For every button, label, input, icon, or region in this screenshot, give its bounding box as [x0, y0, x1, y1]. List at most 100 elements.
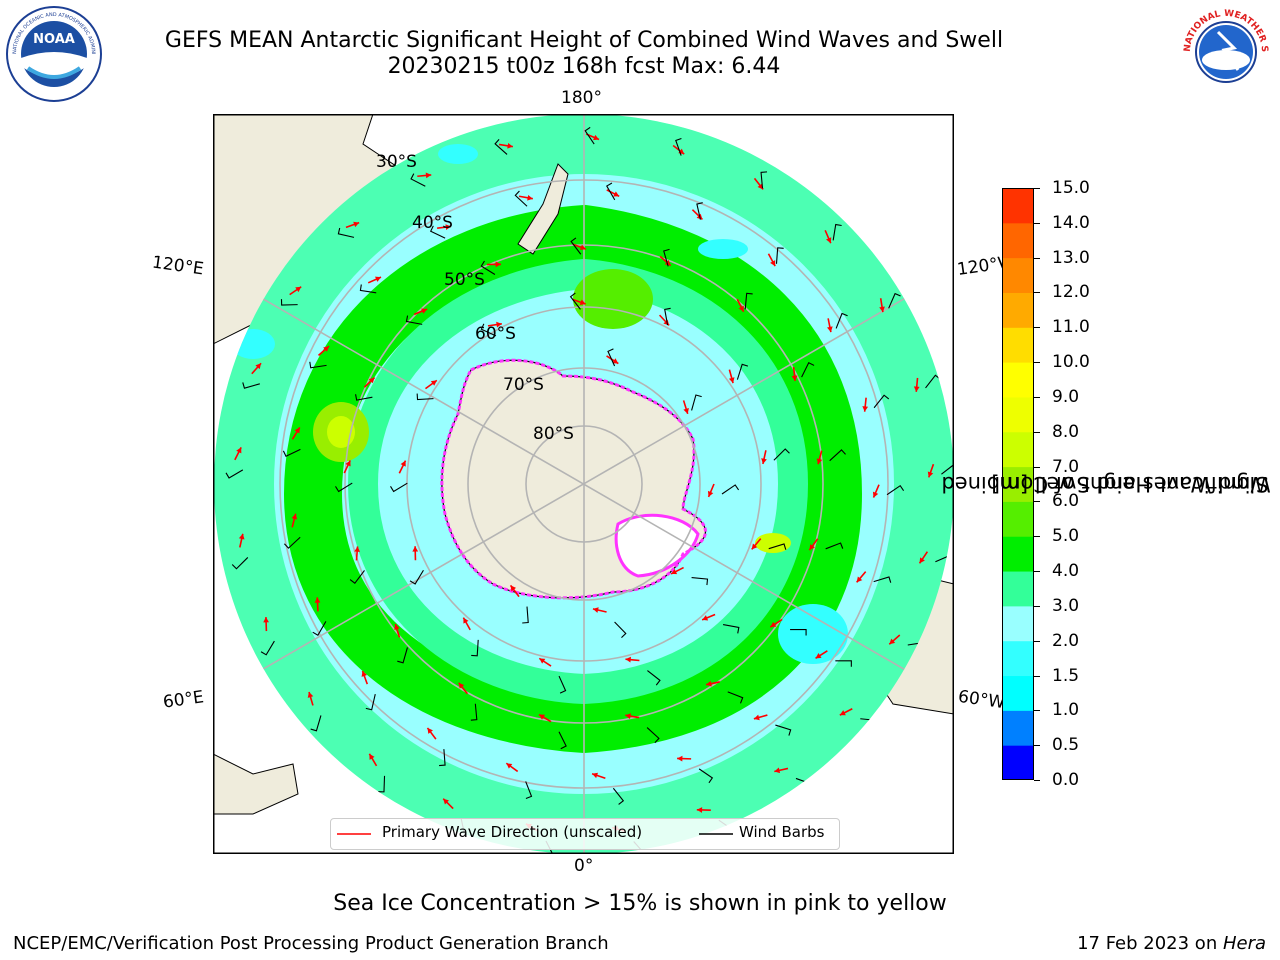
wind-barb	[760, 171, 768, 189]
wind-barb	[606, 182, 616, 201]
lat-label-80s: 80°S	[533, 424, 574, 444]
colorbar-tick-label: 2.0	[1052, 630, 1080, 651]
wind-barb	[696, 202, 703, 220]
wind-barb	[721, 484, 740, 495]
footer-machine: Hera	[1222, 933, 1266, 954]
colorbar-tick-label: 15.0	[1052, 178, 1090, 198]
lon-label-60e: 60°E	[161, 687, 206, 713]
colorbar-segment	[1002, 292, 1034, 328]
wind-barb	[282, 448, 301, 457]
wind-barb	[410, 173, 426, 187]
wind-barb	[691, 394, 702, 411]
lon-label-120e: 120°E	[150, 252, 205, 280]
colorbar-tick-label: 13.0	[1052, 247, 1090, 268]
wind-barb	[569, 292, 581, 310]
map-title: GEFS MEAN Antarctic Significant Height o…	[164, 28, 1004, 53]
wind-barb	[768, 543, 787, 550]
polar-map	[213, 114, 954, 854]
colorbar-tick-label: 7.0	[1052, 456, 1080, 477]
colorbar-segment	[1002, 640, 1034, 677]
wind-barb	[698, 768, 714, 784]
colorbar-tick-label: 5.0	[1052, 526, 1080, 547]
colorbar-tick-label: 1.5	[1052, 665, 1080, 686]
wind-barb	[405, 315, 423, 325]
colorbar-tick-label: 0.5	[1052, 735, 1080, 756]
wind-barb	[773, 448, 790, 461]
wind-barb	[675, 137, 682, 156]
wind-barb	[283, 536, 301, 549]
colorbar-segment	[1002, 745, 1034, 781]
wind-barb	[390, 482, 408, 493]
wind-barb	[664, 307, 671, 326]
wind-barb	[570, 237, 582, 255]
wind-barb	[335, 482, 353, 493]
wind-barb	[835, 660, 852, 667]
wind-barb	[727, 691, 744, 704]
wind-barb	[736, 363, 749, 380]
colorbar-segment	[1002, 710, 1034, 746]
wind-barb	[349, 570, 365, 584]
colorbar-segment	[1002, 571, 1034, 607]
wind-barb	[470, 703, 478, 721]
wind-barb	[873, 576, 892, 583]
wind-barb	[480, 260, 496, 275]
lat-label-70s: 70°S	[503, 375, 544, 395]
wind-barb	[614, 621, 627, 639]
nws-logo: NATIONAL WEATHER SERVICE	[1175, 0, 1274, 100]
wind-barb	[790, 628, 807, 636]
wind-barb	[801, 362, 815, 378]
wind-barb	[744, 292, 753, 310]
colorbar	[1002, 188, 1034, 781]
wind-barb	[471, 639, 479, 657]
noaa-logo: NOAA NATIONAL OCEANIC AND ATMOSPHERIC AD…	[3, 2, 102, 102]
wind-barb	[886, 484, 905, 496]
wind-barb	[310, 715, 322, 732]
wind-barb	[873, 394, 890, 409]
colorbar-tick-label: 11.0	[1052, 317, 1090, 338]
wind-barb	[646, 727, 660, 744]
wind-barb	[775, 247, 784, 264]
colorbar-tick-label: 6.0	[1052, 491, 1080, 512]
map-legend: Primary Wave Direction (unscaled) Wind B…	[330, 818, 840, 850]
colorbar-segment	[1002, 188, 1034, 224]
colorbar-segment	[1002, 257, 1034, 293]
lon-label-60w: 60°W	[956, 686, 1007, 714]
colorbar-tick-label: 9.0	[1052, 386, 1080, 407]
colorbar-segment	[1002, 362, 1034, 398]
wind-barb	[584, 126, 595, 145]
colorbar-segment	[1002, 675, 1034, 711]
wind-barb	[409, 569, 424, 585]
wind-barb	[525, 781, 533, 800]
noaa-logo-text: NOAA	[33, 32, 75, 47]
wind-barb	[663, 248, 670, 267]
wind-barb	[225, 469, 244, 479]
wind-barb	[558, 731, 567, 750]
wind-barb	[280, 299, 298, 306]
colorbar-segment	[1002, 536, 1034, 572]
colorbar-tick-label: 14.0	[1052, 212, 1090, 233]
legend-wind-label: Wind Barbs	[739, 823, 825, 841]
wind-barb	[439, 749, 446, 767]
colorbar-tick-label: 10.0	[1052, 352, 1090, 373]
wind-barb	[522, 606, 529, 624]
wind-barb	[480, 323, 497, 337]
new-zealand-land	[517, 163, 569, 255]
footer-date: 17 Feb 2023 on Hera	[1077, 933, 1266, 954]
wind-barb	[514, 190, 528, 207]
wind-barb	[558, 675, 567, 694]
colorbar-tick-label: 1.0	[1052, 700, 1080, 721]
map-subtitle: 20230215 t00z 168h fcst Max: 6.44	[387, 54, 781, 79]
lat-label-30s: 30°S	[376, 152, 417, 172]
wind-barb	[941, 463, 954, 475]
sea-ice-edge	[440, 358, 707, 600]
colorbar-tick-label: 8.0	[1052, 421, 1080, 442]
wind-barb	[377, 775, 386, 793]
colorbar-segment	[1002, 222, 1034, 259]
wind-barb	[355, 394, 373, 401]
wind-barb	[231, 557, 249, 570]
wind-barb	[359, 284, 377, 294]
wind-barb	[647, 670, 661, 686]
lat-label-50s: 50°S	[444, 270, 485, 290]
wind-barb	[309, 361, 327, 369]
colorbar-segment	[1002, 466, 1034, 502]
